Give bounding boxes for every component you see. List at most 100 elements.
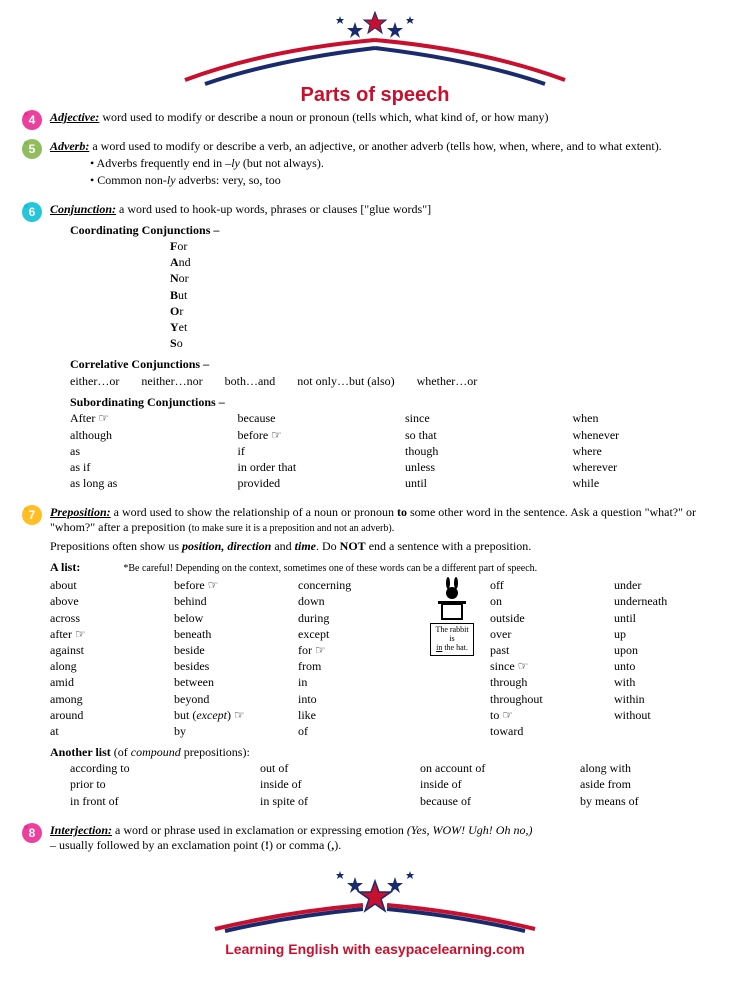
prep-cell: through: [490, 674, 606, 690]
fanboys-item: Nor: [170, 270, 730, 286]
prep-cell: beneath: [174, 626, 290, 642]
stars-group: [336, 12, 414, 38]
footer-text: Learning English with easypacelearning.c…: [20, 941, 730, 957]
compound-cell: because of: [420, 793, 570, 809]
prep-cell: down: [298, 593, 414, 609]
compound-cell: in front of: [70, 793, 250, 809]
rabbit-icon: [430, 577, 474, 621]
subord-cell: before ☞: [238, 427, 396, 443]
def-conjunction: a word used to hook-up words, phrases or…: [119, 202, 431, 216]
subord-cell: though: [405, 443, 563, 459]
def-adjective: word used to modify or describe a noun o…: [102, 110, 548, 124]
compound-cell: aside from: [580, 776, 730, 792]
section-adverb: 5 Adverb: a word used to modify or descr…: [50, 139, 730, 188]
subord-cell: until: [405, 475, 563, 491]
svg-text:5: 5: [29, 142, 36, 156]
subord-cell: because: [238, 410, 396, 426]
subord-cell: if: [238, 443, 396, 459]
prep-cell: over: [490, 626, 606, 642]
prep-cell: unto: [614, 658, 730, 674]
prep-cell: to ☞: [490, 707, 606, 723]
svg-text:4: 4: [29, 113, 36, 127]
prep-cell: upon: [614, 642, 730, 658]
prep-cell: [614, 723, 730, 739]
interjection-line2: – usually followed by an exclamation poi…: [50, 838, 730, 853]
prep-cell: after ☞: [50, 626, 166, 642]
correl-item: either…or: [70, 374, 119, 389]
compound-cell: inside of: [420, 776, 570, 792]
fanboys-item: So: [170, 335, 730, 351]
subord-cell: where: [573, 443, 731, 459]
prep-cell: but (except) ☞: [174, 707, 290, 723]
subord-cell: in order that: [238, 459, 396, 475]
term-conjunction: Conjunction:: [50, 202, 116, 216]
compound-cell: inside of: [260, 776, 410, 792]
prep-para-2: Prepositions often show us position, dir…: [50, 539, 730, 554]
subord-cell: whenever: [573, 427, 731, 443]
correl-list: either…orneither…norboth…andnot only…but…: [70, 374, 730, 389]
top-banner: Parts of speech: [20, 10, 730, 100]
compound-head: Another list (of compound prepositions):: [50, 745, 730, 760]
prep-cell: like: [298, 707, 414, 723]
prep-cell: besides: [174, 658, 290, 674]
prep-cell: underneath: [614, 593, 730, 609]
subord-grid: After ☞becausesincewhenalthoughbefore ☞s…: [70, 410, 730, 491]
subord-cell: although: [70, 427, 228, 443]
coord-head: Coordinating Conjunctions –: [70, 223, 730, 238]
def-interjection: a word or phrase used in exclamation or …: [115, 823, 532, 837]
prep-cell: beside: [174, 642, 290, 658]
prep-cell: without: [614, 707, 730, 723]
prep-cell: below: [174, 610, 290, 626]
prep-cell: during: [298, 610, 414, 626]
term-adjective: Adjective:: [50, 110, 99, 124]
section-adjective: 4 Adjective: word used to modify or desc…: [50, 110, 730, 125]
prep-cell: by: [174, 723, 290, 739]
prep-cell: across: [50, 610, 166, 626]
compound-cell: in spite of: [260, 793, 410, 809]
prep-cell: into: [298, 691, 414, 707]
adverb-bullet-1: Adverbs frequently end in –ly (but not a…: [90, 156, 730, 171]
adverb-bullet-2: Common non-ly adverbs: very, so, too: [90, 173, 730, 188]
subord-cell: while: [573, 475, 731, 491]
subord-cell: as long as: [70, 475, 228, 491]
correl-item: both…and: [225, 374, 276, 389]
badge-7: 7: [20, 503, 44, 527]
prep-cell: around: [50, 707, 166, 723]
prep-cell: up: [614, 626, 730, 642]
section-conjunction: 6 Conjunction: a word used to hook-up wo…: [50, 202, 730, 491]
compound-cell: by means of: [580, 793, 730, 809]
subord-cell: wherever: [573, 459, 731, 475]
prep-cell: past: [490, 642, 606, 658]
subord-head: Subordinating Conjunctions –: [70, 395, 730, 410]
compound-cell: along with: [580, 760, 730, 776]
def-preposition: a word used to show the relationship of …: [50, 505, 696, 534]
prep-list-note: *Be careful! Depending on the context, s…: [123, 563, 537, 574]
prep-grid: The rabbit is in the hat. aboutbefore ☞c…: [50, 577, 730, 739]
compound-cell: according to: [70, 760, 250, 776]
prep-cell: at: [50, 723, 166, 739]
subord-cell: After ☞: [70, 410, 228, 426]
section-preposition: 7 Preposition: a word used to show the r…: [50, 505, 730, 808]
badge-4: 4: [20, 108, 44, 132]
fanboys-item: Or: [170, 303, 730, 319]
svg-text:7: 7: [29, 508, 36, 522]
prep-list-header-row: A list: *Be careful! Depending on the co…: [50, 560, 730, 575]
prep-cell: except: [298, 626, 414, 642]
def-adverb: a word used to modify or describe a verb…: [92, 139, 661, 153]
term-preposition: Preposition:: [50, 505, 111, 519]
prep-cell: in: [298, 674, 414, 690]
prep-cell: from: [298, 658, 414, 674]
prep-cell: above: [50, 593, 166, 609]
rabbit-illustration: The rabbit is in the hat.: [422, 577, 482, 739]
subord-cell: provided: [238, 475, 396, 491]
badge-8: 8: [20, 821, 44, 845]
prep-cell: concerning: [298, 577, 414, 593]
compound-cell: prior to: [70, 776, 250, 792]
rabbit-label: The rabbit is in the hat.: [430, 623, 473, 655]
prep-cell: since ☞: [490, 658, 606, 674]
prep-list-head: A list:: [50, 560, 80, 574]
prep-cell: between: [174, 674, 290, 690]
fanboys-item: For: [170, 238, 730, 254]
compound-cell: out of: [260, 760, 410, 776]
subord-cell: unless: [405, 459, 563, 475]
